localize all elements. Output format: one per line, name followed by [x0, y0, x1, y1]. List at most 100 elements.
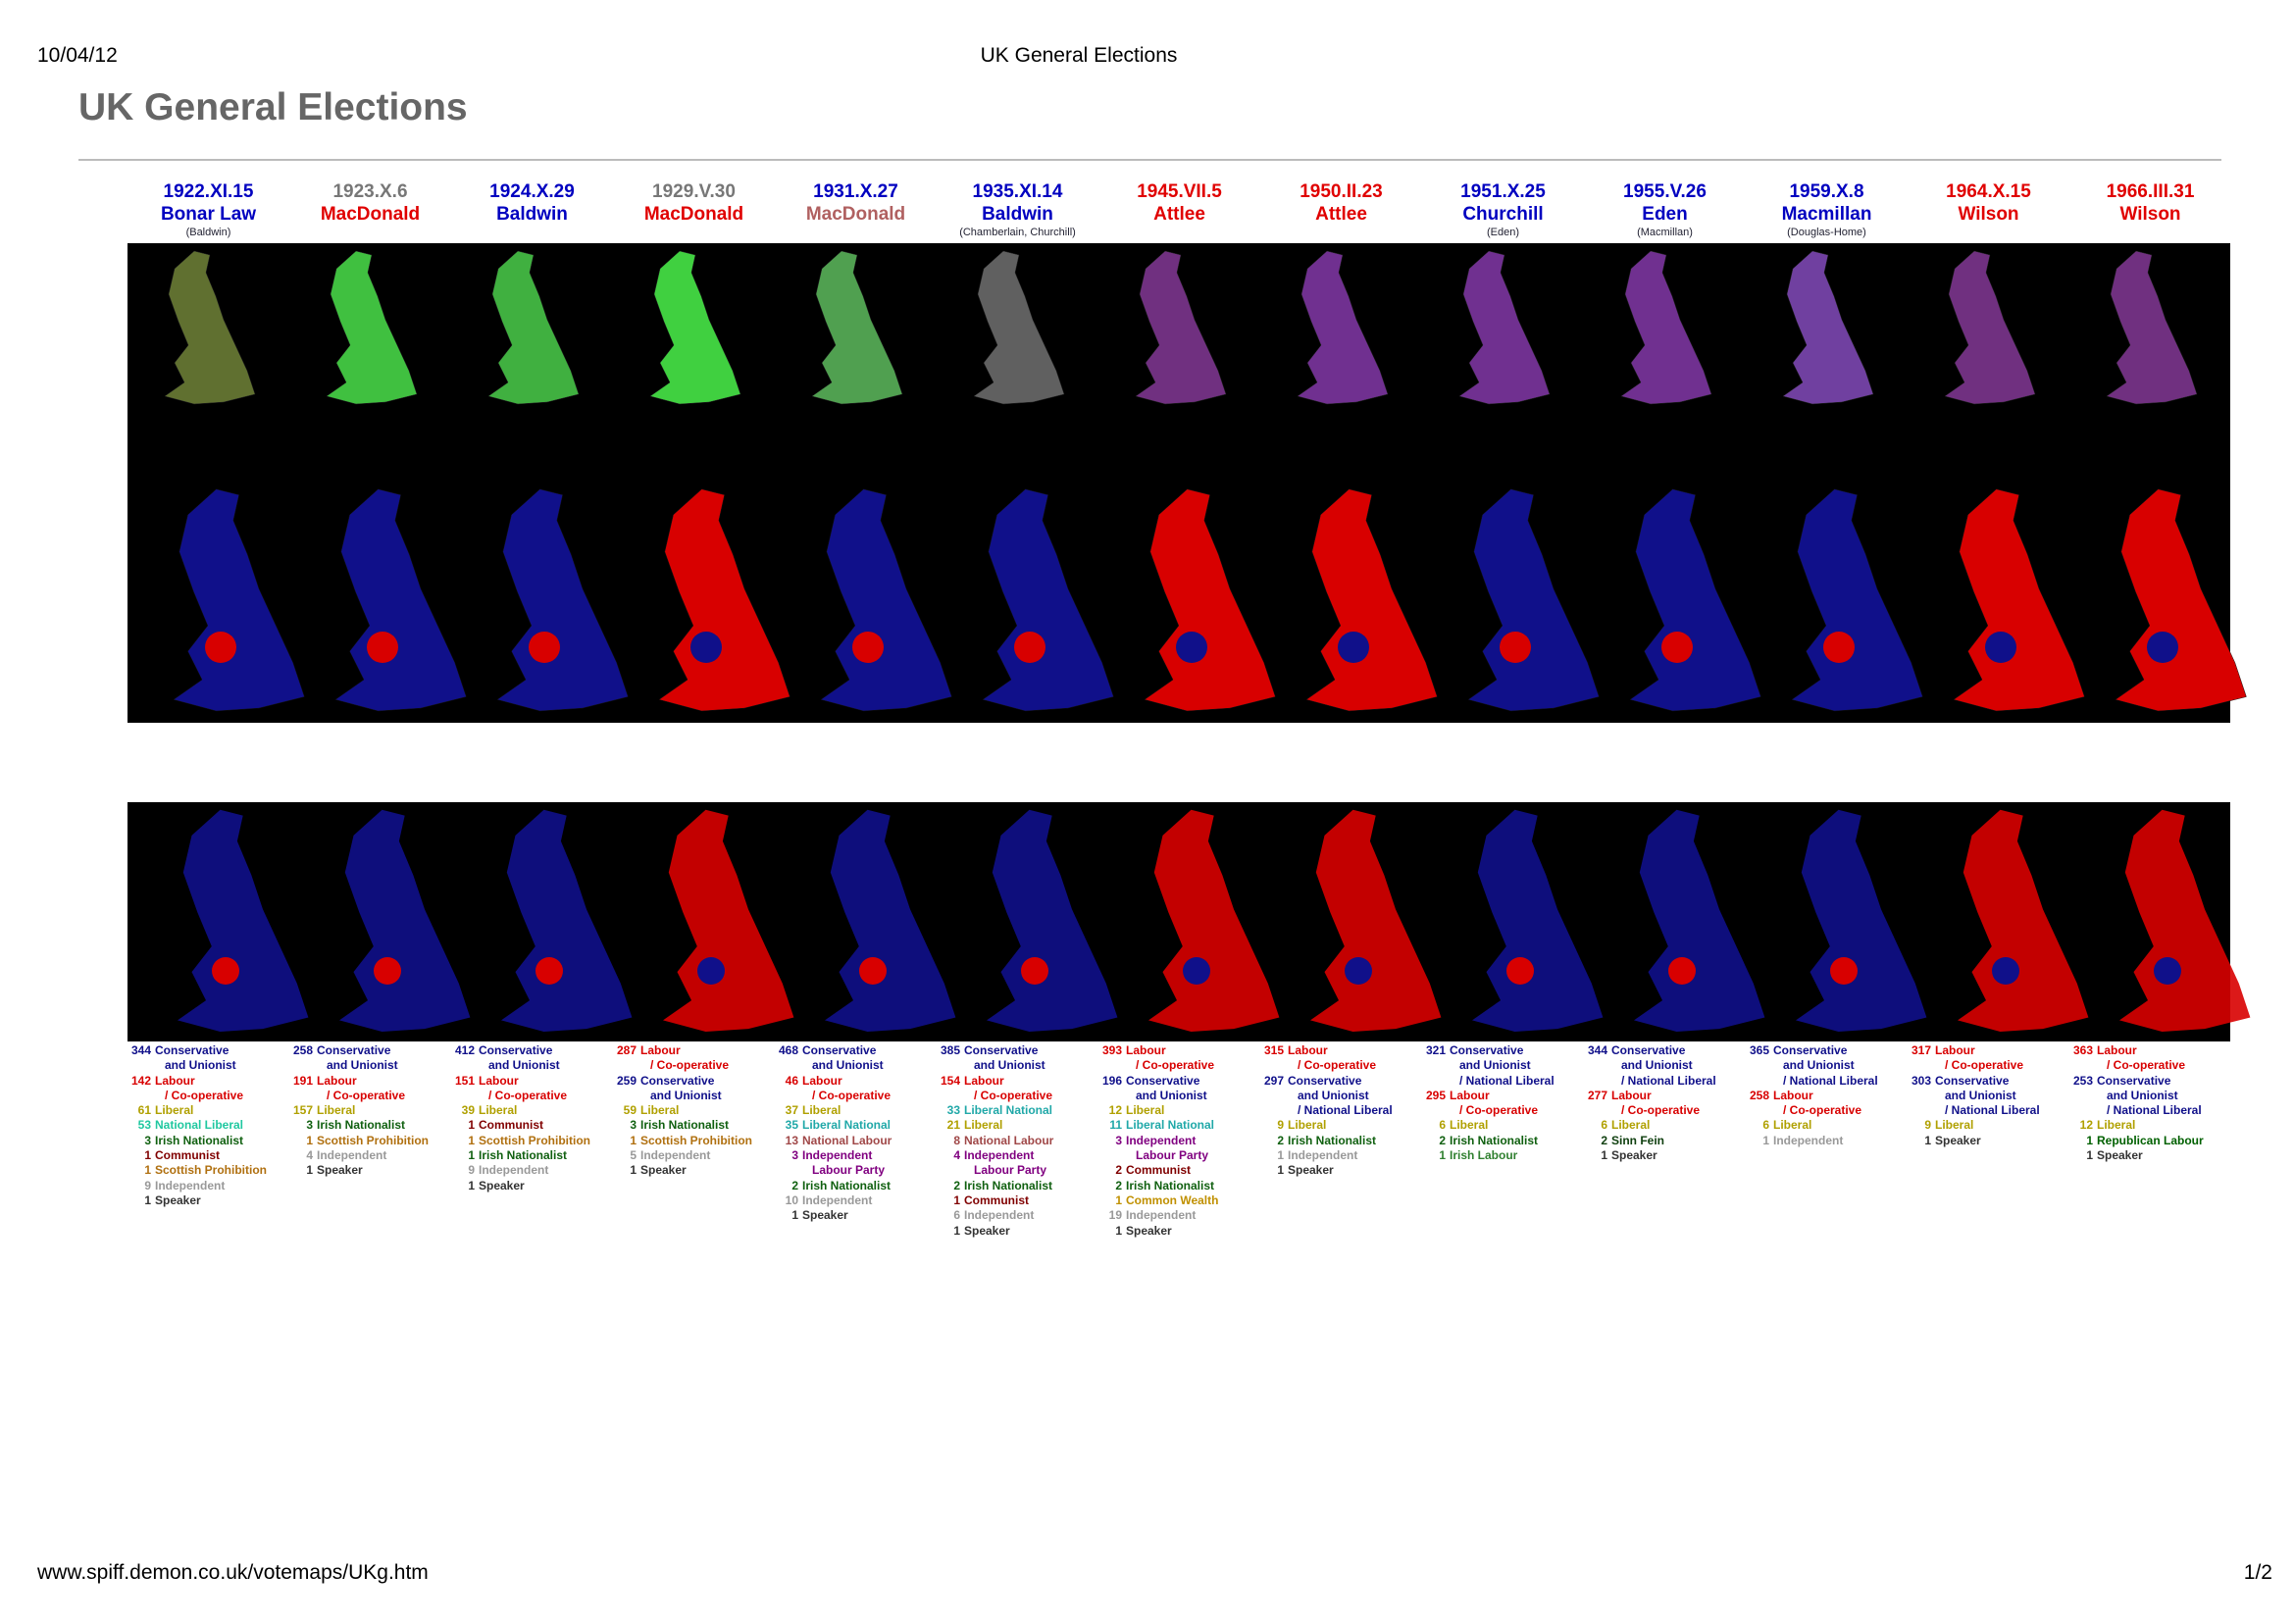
map-upper [1297, 250, 1389, 405]
result-line: 1 Scottish Prohibition [451, 1134, 613, 1148]
party-name: National Liberal [155, 1118, 244, 1133]
party-name: Speaker [317, 1163, 363, 1178]
prime-minister: MacDonald [320, 204, 421, 225]
result-line: 142 Labour [127, 1074, 289, 1089]
map-upper [649, 250, 741, 405]
party-name-cont: / Co-operative [1136, 1058, 1215, 1073]
map-lower [825, 809, 956, 1032]
seat-count: 1 [1277, 1163, 1284, 1178]
result-line: 9 Liberal [1260, 1118, 1422, 1133]
seat-count: 1 [1277, 1148, 1284, 1163]
map-middle [658, 488, 790, 712]
party-name: Scottish Prohibition [640, 1133, 752, 1147]
result-line: 9 Independent [451, 1163, 613, 1178]
seat-count: 8 [953, 1133, 960, 1147]
map-lower [1148, 809, 1280, 1032]
party-name: Labour [1773, 1088, 1813, 1102]
prime-minister: Bonar Law [160, 204, 257, 225]
map-middle [1953, 488, 2085, 712]
party-name: Labour [317, 1073, 357, 1088]
party-name-cont: and Unionist [1783, 1058, 1855, 1073]
map-region [367, 632, 398, 663]
result-line: 37 Liberal [775, 1103, 937, 1118]
result-line: 4 Independent [289, 1148, 451, 1163]
seat-count: 142 [130, 1073, 151, 1088]
party-name: Irish Nationalist [964, 1178, 1053, 1193]
result-line: 151 Labour [451, 1074, 613, 1089]
party-name: Irish Nationalist [802, 1178, 892, 1193]
result-line: 2 Irish Nationalist [937, 1179, 1098, 1193]
party-name: Scottish Prohibition [155, 1163, 267, 1178]
result-line: 4 Independent [937, 1148, 1098, 1163]
seat-count: 2 [1601, 1133, 1607, 1147]
party-name-cont: / Co-operative [327, 1088, 406, 1102]
party-name-cont: / National Liberal [1298, 1103, 1393, 1118]
map-middle [2115, 488, 2247, 712]
seat-count: 2 [1439, 1133, 1446, 1147]
result-line: 9 Independent [127, 1179, 289, 1193]
party-name: Liberal [640, 1103, 680, 1118]
map-middle [820, 488, 952, 712]
election-date: 1950.II.23 [1300, 181, 1383, 202]
party-name: Liberal [1288, 1118, 1327, 1133]
prime-minister: MacDonald [805, 204, 906, 225]
seat-count: 315 [1263, 1043, 1284, 1057]
seat-count: 1 [1115, 1223, 1122, 1238]
result-line: 33 Liberal National [937, 1103, 1098, 1118]
result-line: 1 Speaker [775, 1208, 937, 1223]
map-region [2154, 957, 2181, 985]
party-name: National Labour [802, 1133, 892, 1147]
party-name: Labour [155, 1073, 195, 1088]
results: 287 Labour / Co-operative 259 Conservative an… [613, 1043, 775, 1179]
prime-minister: MacDonald [643, 204, 744, 225]
result-line: 2 Irish Nationalist [1098, 1179, 1260, 1193]
map-upper [487, 250, 580, 405]
party-name: Labour [640, 1043, 681, 1057]
results: 385 Conservative and Unionist 154 Labour / Co… [937, 1043, 1098, 1239]
party-name: Liberal [964, 1118, 1003, 1133]
result-line: 1 Speaker [613, 1163, 775, 1178]
seat-count: 1 [791, 1208, 798, 1223]
result-line: 344 Conservative [127, 1043, 289, 1058]
map-middle [1144, 488, 1276, 712]
party-name: Conservative [1288, 1073, 1362, 1088]
result-line: 6 Liberal [1422, 1118, 1584, 1133]
party-name: Speaker [1126, 1223, 1172, 1238]
seat-count: 258 [1749, 1088, 1769, 1102]
print-date: 10/04/12 [37, 44, 118, 67]
seat-count: 1 [468, 1118, 475, 1133]
seat-count: 3 [144, 1133, 151, 1147]
seat-count: 297 [1263, 1073, 1284, 1088]
seat-count: 9 [144, 1178, 151, 1193]
result-line: 315 Labour [1260, 1043, 1422, 1058]
successor-note: (Douglas-Home) [1787, 227, 1866, 238]
map-lower [1310, 809, 1442, 1032]
map-region [852, 632, 884, 663]
result-line: 6 Liberal [1584, 1118, 1746, 1133]
seat-count: 13 [785, 1133, 798, 1147]
result-line: 196 Conservative [1098, 1074, 1260, 1089]
party-name: Conservative [1611, 1043, 1686, 1057]
prime-minister: Churchill [1462, 204, 1544, 225]
election-header: 1935.XI.14 Baldwin (Chamberlain, Churchill… [937, 180, 1098, 239]
party-name-cont: and Unionist [812, 1058, 884, 1073]
results: 317 Labour / Co-operative 303 Conservative an… [1908, 1043, 2069, 1148]
election-header: 1950.II.23 Attlee [1260, 180, 1422, 226]
result-line: 5 Independent [613, 1148, 775, 1163]
election-header: 1951.X.25 Churchill (Eden) [1422, 180, 1584, 239]
prime-minister: Eden [1642, 204, 1688, 225]
prime-minister: Macmillan [1781, 204, 1872, 225]
seat-count: 59 [623, 1103, 637, 1118]
party-name: Independent [1126, 1208, 1197, 1223]
result-line: 2 Irish Nationalist [775, 1179, 937, 1193]
seat-count: 1 [144, 1148, 151, 1163]
result-line: 12 Liberal [2069, 1118, 2231, 1133]
party-name: Sinn Fein [1611, 1133, 1664, 1147]
map-region [535, 957, 563, 985]
map-middle [1629, 488, 1761, 712]
result-line: 19 Independent [1098, 1208, 1260, 1223]
result-line: 393 Labour [1098, 1043, 1260, 1058]
footer-url: www.spiff.demon.co.uk/votemaps/UKg.htm [37, 1561, 429, 1584]
party-name: Labour [802, 1073, 842, 1088]
result-line: 365 Conservative [1746, 1043, 1908, 1058]
